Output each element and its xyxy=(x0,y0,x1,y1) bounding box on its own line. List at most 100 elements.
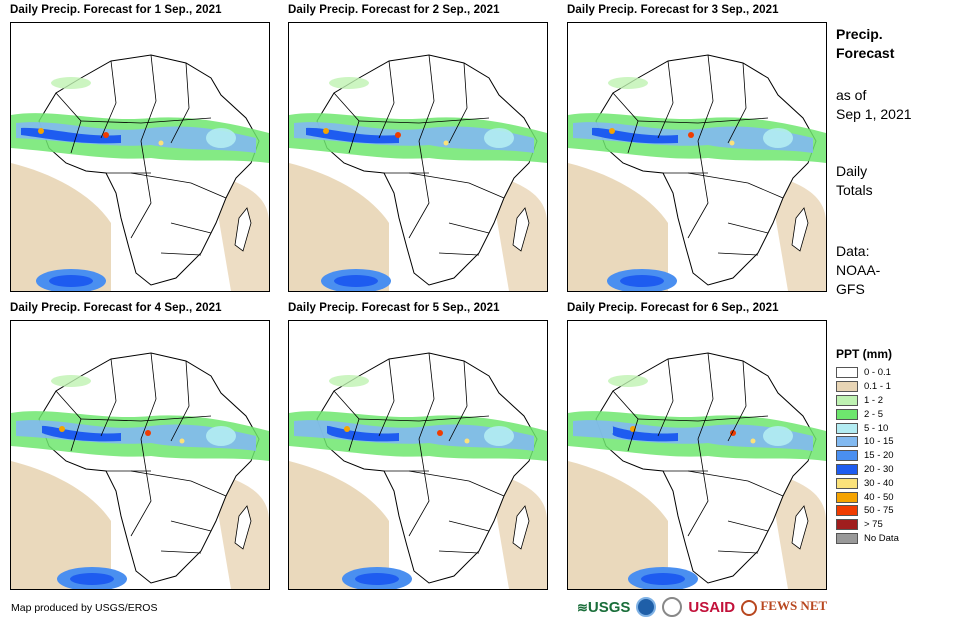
madagascar xyxy=(234,505,252,550)
country-border xyxy=(448,222,490,234)
dry-region xyxy=(11,163,111,291)
legend-swatch xyxy=(836,477,858,489)
country-border xyxy=(448,360,468,442)
country-border xyxy=(160,550,202,554)
country-border xyxy=(130,172,227,199)
panel-title: Daily Precip. Forecast for 3 Sep., 2021 xyxy=(567,4,779,16)
rain-band xyxy=(49,275,93,287)
legend-label: 1 - 2 xyxy=(864,394,884,406)
country-border xyxy=(727,222,769,234)
country-border xyxy=(170,360,190,442)
dry-region xyxy=(289,461,389,589)
heavy-rain-spot xyxy=(145,430,151,436)
panel-title: Daily Precip. Forecast for 2 Sep., 2021 xyxy=(288,4,500,16)
africa-map-svg xyxy=(289,352,547,589)
legend-item: 2 - 5 xyxy=(836,407,956,421)
legend-label: 20 - 30 xyxy=(864,463,894,475)
seal-logo xyxy=(662,597,683,617)
legend-label: No Data xyxy=(864,532,899,544)
legend-item: 0 - 0.1 xyxy=(836,366,956,380)
legend-swatch xyxy=(836,408,858,420)
africa-map-svg xyxy=(568,54,826,291)
heavy-rain-spot xyxy=(464,438,470,444)
legend-item: No Data xyxy=(836,532,956,546)
rain-band xyxy=(16,420,256,451)
rain-band xyxy=(51,77,91,89)
rain-band xyxy=(620,275,664,287)
country-border xyxy=(637,415,769,422)
rain-band xyxy=(573,122,813,153)
africa-landmass xyxy=(316,54,538,286)
panel-title: Daily Precip. Forecast for 4 Sep., 2021 xyxy=(10,302,222,314)
country-border xyxy=(100,358,117,437)
country-border xyxy=(687,438,709,537)
country-border xyxy=(727,360,747,442)
panel-title: Daily Precip. Forecast for 1 Sep., 2021 xyxy=(10,4,222,16)
legend-item: 30 - 40 xyxy=(836,476,956,490)
rain-band xyxy=(355,573,399,585)
legend-swatch xyxy=(836,463,858,475)
country-border xyxy=(140,352,157,440)
panel-title: Daily Precip. Forecast for 6 Sep., 2021 xyxy=(567,302,779,314)
rain-band xyxy=(21,127,121,144)
heavy-rain-spot xyxy=(395,132,401,138)
heavy-rain-spot xyxy=(103,132,109,138)
sidebar-totals: Daily Totals xyxy=(836,162,873,200)
country-border xyxy=(418,54,435,142)
africa-landmass xyxy=(595,54,817,286)
country-border xyxy=(170,520,212,532)
heavy-rain-spot xyxy=(59,426,65,432)
legend-item: 20 - 30 xyxy=(836,463,956,477)
country-border xyxy=(697,352,714,440)
country-border xyxy=(687,470,784,497)
panel-title: Daily Precip. Forecast for 5 Sep., 2021 xyxy=(288,302,500,314)
heavy-rain-spot xyxy=(609,128,615,134)
africa-map-svg xyxy=(568,352,826,589)
legend-swatch xyxy=(836,381,858,393)
precip-map xyxy=(288,320,548,590)
madagascar xyxy=(791,505,809,550)
legend-label: 50 - 75 xyxy=(864,505,894,517)
dry-region xyxy=(568,163,668,291)
usgs-logo: ≋USGS xyxy=(577,598,631,616)
legend-label: 0 - 0.1 xyxy=(864,367,891,379)
totals-line: Totals xyxy=(836,182,873,198)
country-border xyxy=(687,172,784,199)
legend-swatch xyxy=(836,436,858,448)
legend-label: 0.1 - 1 xyxy=(864,381,891,393)
legend-label: 2 - 5 xyxy=(864,408,884,420)
precip-map xyxy=(288,22,548,292)
precip-map xyxy=(567,22,827,292)
country-border xyxy=(448,520,490,532)
legend-label: 15 - 20 xyxy=(864,450,894,462)
asof-label: as of xyxy=(836,87,867,103)
legend-item: 5 - 10 xyxy=(836,421,956,435)
country-border xyxy=(418,352,435,440)
madagascar xyxy=(512,207,530,252)
legend-label: > 75 xyxy=(864,519,883,531)
rain-band xyxy=(329,375,369,387)
rain-band xyxy=(306,127,399,144)
africa-landmass xyxy=(595,352,817,584)
heavy-rain-spot xyxy=(158,140,164,146)
heavy-rain-spot xyxy=(443,140,449,146)
rain-band xyxy=(484,128,514,148)
madagascar xyxy=(234,207,252,252)
country-border xyxy=(408,470,505,497)
rain-band xyxy=(608,375,648,387)
africa-map-svg xyxy=(11,352,269,589)
rain-band xyxy=(484,426,514,446)
legend-label: 10 - 15 xyxy=(864,436,894,448)
legend-swatch xyxy=(836,532,858,544)
country-border xyxy=(408,172,505,199)
legend-label: 5 - 10 xyxy=(864,422,889,434)
legend-item: > 75 xyxy=(836,518,956,532)
legend-swatch xyxy=(836,505,858,517)
sidebar-asof: as of Sep 1, 2021 xyxy=(836,86,912,124)
country-border xyxy=(408,438,430,537)
africa-landmass xyxy=(316,352,538,584)
legend-item: 10 - 15 xyxy=(836,435,956,449)
country-border xyxy=(717,550,759,554)
rain-band xyxy=(641,573,685,585)
